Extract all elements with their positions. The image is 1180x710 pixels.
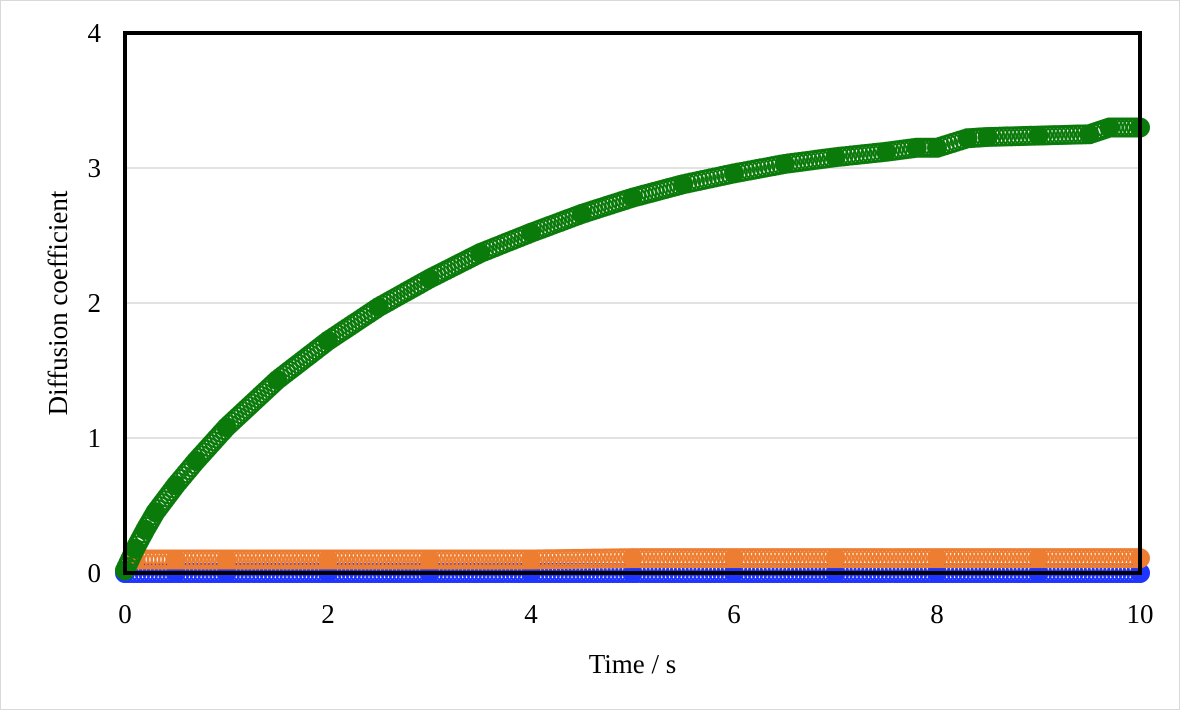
y-tick-label: 1	[88, 423, 102, 453]
x-tick-label: 10	[1127, 599, 1154, 629]
series-0	[115, 117, 1150, 581]
y-tick-labels: 0 1 2 3 4	[88, 18, 102, 588]
y-tick-label: 3	[88, 153, 102, 183]
y-tick-label: 0	[88, 558, 102, 588]
x-tick-label: 8	[930, 599, 944, 629]
x-tick-label: 0	[118, 599, 132, 629]
x-tick-label: 2	[321, 599, 335, 629]
x-axis-title: Time / s	[589, 649, 677, 679]
gridlines	[125, 167, 1140, 439]
y-tick-label: 2	[88, 288, 102, 318]
x-tick-label: 4	[524, 599, 538, 629]
plot-frame	[123, 31, 1142, 575]
x-tick-labels: 0 2 4 6 8 10	[118, 599, 1153, 629]
y-axis-title: Diffusion coefficient	[43, 190, 73, 415]
y-tick-label: 4	[88, 18, 102, 48]
data-markers	[115, 117, 1150, 583]
series-1	[125, 548, 1150, 570]
x-tick-label: 6	[727, 599, 741, 629]
